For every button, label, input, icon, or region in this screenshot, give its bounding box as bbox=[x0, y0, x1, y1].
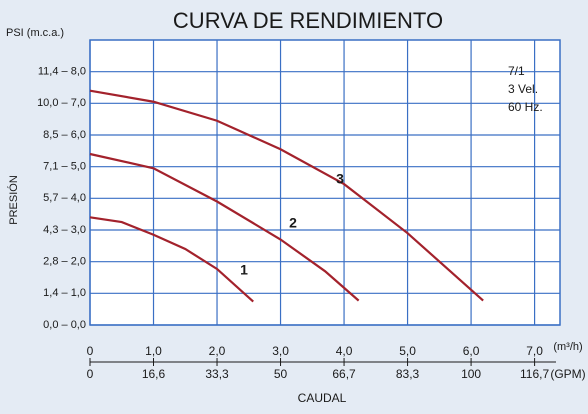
x2-tick-label: 50 bbox=[274, 367, 288, 381]
x2-tick-label: 16,6 bbox=[142, 367, 166, 381]
x2-unit: (GPM) bbox=[550, 367, 585, 381]
y-tick-label: 1,4 – 1,0 bbox=[43, 287, 86, 299]
x-tick-label: 3,0 bbox=[272, 344, 289, 358]
y-tick-label: 10,0 – 7,0 bbox=[37, 97, 86, 109]
x-unit: (m³/h) bbox=[553, 341, 582, 353]
x-tick-label: 5,0 bbox=[399, 344, 416, 358]
y-tick-label: 0,0 – 0,0 bbox=[43, 319, 86, 331]
chart-title: CURVA DE RENDIMIENTO bbox=[173, 8, 443, 33]
x-tick-label: 0 bbox=[87, 344, 94, 358]
y-tick-label: 11,4 – 8,0 bbox=[38, 66, 86, 78]
annotation: 7/1 bbox=[508, 64, 525, 78]
x2-tick-label: 33,3 bbox=[205, 367, 229, 381]
x2-tick-label: 0 bbox=[87, 367, 94, 381]
curve bbox=[89, 152, 360, 302]
x2-tick-label: 66,7 bbox=[332, 367, 356, 381]
y-tick-label: 2,8 – 2,0 bbox=[43, 256, 86, 268]
x-tick-label: 6,0 bbox=[463, 344, 480, 358]
y-axis-title-top: PSI (m.c.a.) bbox=[6, 27, 64, 39]
x-tick-label: 7,0 bbox=[526, 344, 543, 358]
annotation: 3 Vel. bbox=[508, 82, 538, 96]
x-tick-label: 4,0 bbox=[336, 344, 353, 358]
curve-label: 3 bbox=[336, 171, 344, 187]
annotation: 60 Hz. bbox=[508, 100, 543, 114]
plot-area bbox=[89, 39, 561, 326]
x-tick-label: 1,0 bbox=[145, 344, 162, 358]
x2-tick-label: 116,7 bbox=[520, 367, 549, 381]
x2-tick-label: 100 bbox=[461, 367, 481, 381]
curve bbox=[89, 89, 484, 302]
x-axis-title: CAUDAL bbox=[298, 391, 347, 405]
curve bbox=[89, 216, 254, 303]
x-tick-label: 2,0 bbox=[209, 344, 226, 358]
y-axis-title: PRESIÓN bbox=[7, 175, 20, 225]
y-tick-label: 8,5 – 6,0 bbox=[43, 129, 86, 141]
y-tick-label: 7,1 – 5,0 bbox=[43, 161, 86, 173]
y-tick-label: 4,3 – 3,0 bbox=[43, 224, 86, 236]
curve-label: 2 bbox=[289, 215, 297, 231]
y-tick-label: 5,7 – 4,0 bbox=[43, 192, 86, 204]
curve-label: 1 bbox=[240, 262, 248, 278]
x2-tick-label: 83,3 bbox=[396, 367, 420, 381]
